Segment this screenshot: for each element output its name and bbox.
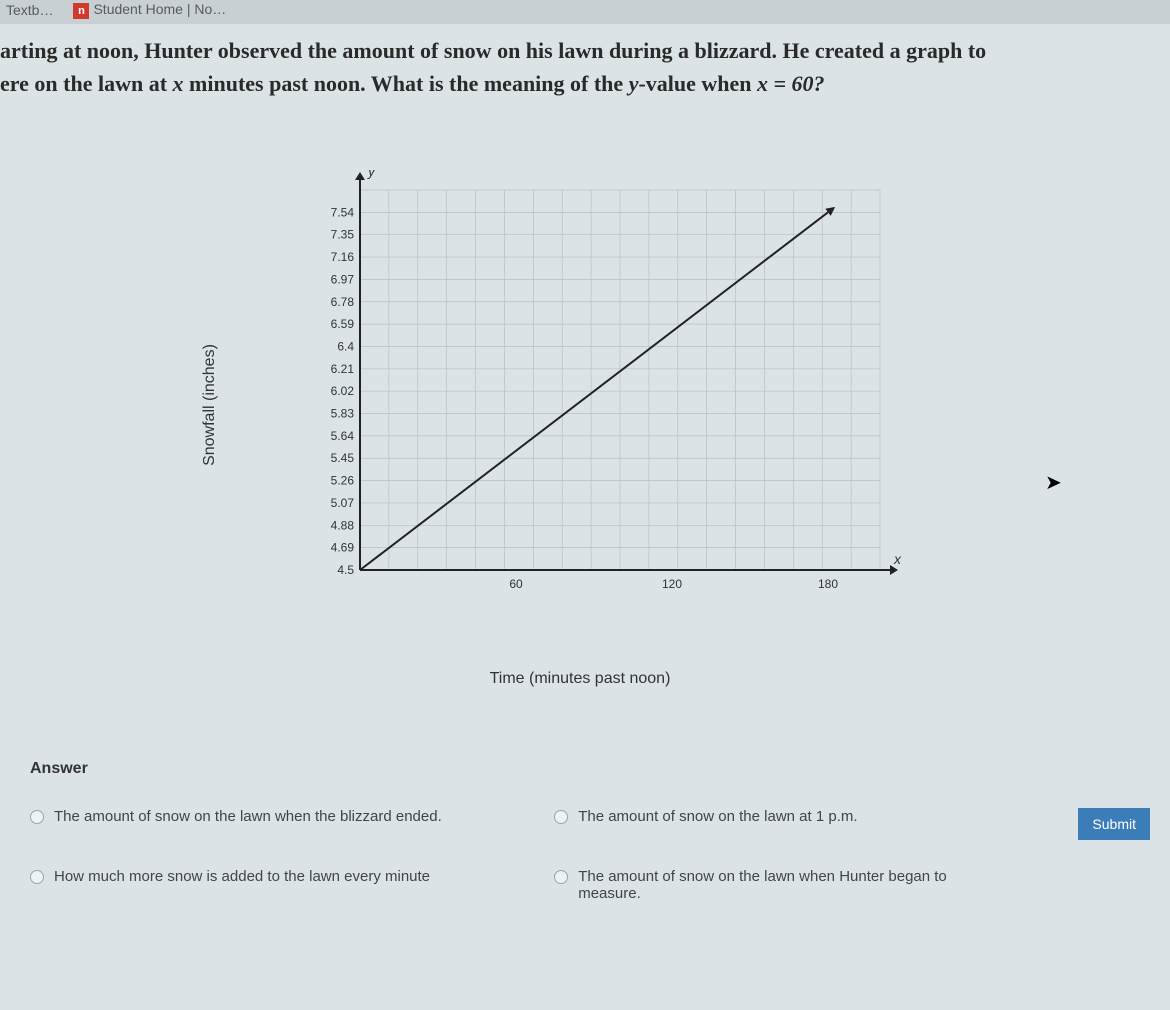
answer-heading: Answer [30,760,1150,778]
svg-text:x: x [893,551,902,567]
svg-text:5.07: 5.07 [331,496,355,510]
svg-text:4.69: 4.69 [331,541,355,555]
question-line-1: arting at noon, Hunter observed the amou… [0,34,1170,67]
option-label: The amount of snow on the lawn when the … [54,808,442,825]
svg-text:7.35: 7.35 [331,228,355,242]
radio-icon[interactable] [554,810,568,824]
svg-text:6.4: 6.4 [337,339,354,353]
answer-options: The amount of snow on the lawn when the … [30,808,1150,902]
answer-section: Answer The amount of snow on the lawn wh… [30,760,1150,902]
svg-text:5.45: 5.45 [331,451,355,465]
tab-label: Student Home | No… [93,1,226,17]
svg-text:120: 120 [662,577,682,591]
question-line-2: ere on the lawn at x minutes past noon. … [0,67,1170,100]
svg-text:y: y [367,170,376,179]
svg-text:6.78: 6.78 [331,295,355,309]
tab-favicon: n [73,3,89,19]
option-label: How much more snow is added to the lawn … [54,868,430,885]
option-3[interactable]: How much more snow is added to the lawn … [30,868,450,885]
tab-label: Textb… [6,2,53,18]
option-label: The amount of snow on the lawn at 1 p.m. [578,808,857,825]
svg-text:6.97: 6.97 [331,272,355,286]
radio-icon[interactable] [554,870,568,884]
svg-text:4.88: 4.88 [331,518,355,532]
submit-button[interactable]: Submit [1078,808,1150,840]
y-axis-label: Snowfall (inches) [201,344,219,466]
svg-text:7.54: 7.54 [331,205,355,219]
option-label: The amount of snow on the lawn when Hunt… [578,868,974,902]
svg-text:6.21: 6.21 [331,362,355,376]
chart-svg: y x 4.5 4.69 4.88 5.07 5.26 5.45 5.64 5.83 6.02 6.2… [240,170,920,610]
svg-text:5.64: 5.64 [331,429,355,443]
radio-icon[interactable] [30,870,44,884]
svg-text:5.26: 5.26 [331,474,355,488]
tab-student-home[interactable]: nStudent Home | No… [67,0,232,21]
option-1[interactable]: The amount of snow on the lawn when the … [30,808,450,825]
browser-tabs: Textb… nStudent Home | No… [0,0,1170,24]
cursor-icon: ➤ [1045,470,1062,495]
x-axis-label: Time (minutes past noon) [490,670,671,688]
svg-text:6.02: 6.02 [331,384,355,398]
svg-text:7.16: 7.16 [331,250,355,264]
tab-textbook[interactable]: Textb… [0,0,59,20]
svg-text:4.5: 4.5 [337,563,354,577]
svg-text:60: 60 [509,577,523,591]
svg-text:6.59: 6.59 [331,317,355,331]
option-2[interactable]: The amount of snow on the lawn at 1 p.m. [554,808,974,825]
question-text: arting at noon, Hunter observed the amou… [0,24,1170,100]
radio-icon[interactable] [30,810,44,824]
option-4[interactable]: The amount of snow on the lawn when Hunt… [554,868,974,902]
chart: Snowfall (inches) yx4.54.694.885.075.265… [240,170,920,640]
svg-text:5.83: 5.83 [331,407,355,421]
svg-text:180: 180 [818,577,838,591]
